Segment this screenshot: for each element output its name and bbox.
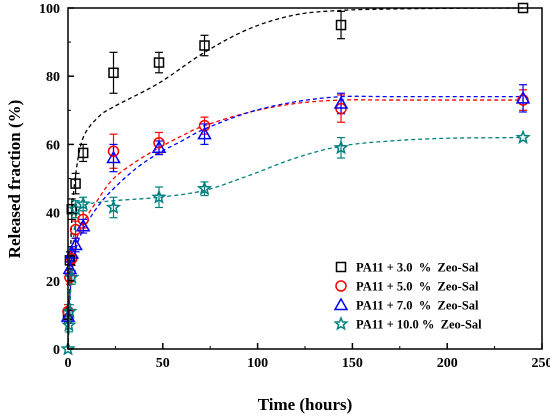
data-point-star — [61, 317, 77, 332]
data-point-triangle — [333, 95, 349, 109]
data-point-star — [60, 340, 76, 356]
data-point-triangle — [197, 126, 212, 140]
fit-curve-1 — [67, 99, 524, 315]
x-tick-label: 150 — [342, 356, 363, 371]
fit-curve-2 — [67, 95, 524, 319]
legend-marker-triangle — [333, 297, 349, 311]
data-point-circle — [107, 145, 120, 157]
data-point-triangle — [151, 140, 167, 154]
data-point-triangle — [515, 90, 531, 104]
x-axis-title: Time (hours) — [258, 395, 353, 414]
data-point-star — [75, 196, 91, 211]
data-point-star — [515, 129, 531, 145]
data-point-square — [199, 40, 210, 51]
data-point-circle — [69, 223, 82, 236]
data-point-circle — [77, 213, 89, 226]
legend-label: PA11 + 3.0 % Zeo-Sal — [356, 261, 479, 275]
fit-curve-0 — [67, 7, 524, 350]
data-point-triangle — [62, 261, 78, 275]
data-point-star — [62, 303, 78, 319]
y-tick-label: 100 — [39, 2, 60, 17]
data-point-square — [153, 57, 165, 68]
legend-label: PA11 + 10.0 % Zeo-Sal — [356, 318, 482, 332]
data-point-triangle — [68, 237, 83, 251]
y-tick-label: 40 — [46, 207, 60, 222]
data-point-circle — [198, 119, 211, 132]
data-point-star — [333, 139, 349, 155]
data-points — [60, 2, 531, 356]
y-axis-title: Released fraction (%) — [5, 100, 24, 259]
legend-marker-square — [335, 261, 347, 273]
ticks: 0 50 100 150 200 250 0 20 40 60 80 100 — [39, 2, 550, 371]
x-tick-label: 100 — [247, 356, 268, 371]
legend-label: PA11 + 7.0 % Zeo-Sal — [356, 299, 479, 313]
data-point-square — [64, 255, 76, 266]
data-point-star — [105, 199, 122, 215]
legend: PA11 + 3.0 % Zeo-Sal PA11 + 5.0 % Zeo-Sal… — [333, 261, 482, 332]
data-point-triangle — [64, 246, 80, 259]
data-point-triangle — [106, 150, 121, 164]
x-tick-label: 200 — [437, 356, 458, 371]
y-tick-label: 60 — [46, 138, 60, 153]
x-tick-label: 50 — [156, 356, 170, 371]
data-point-square — [335, 19, 347, 31]
data-point-circle — [153, 136, 165, 149]
data-point-square — [70, 178, 81, 189]
data-point-star — [151, 189, 167, 204]
y-tick-label: 80 — [46, 70, 60, 85]
data-point-triangle — [75, 218, 91, 232]
y-tick-label: 20 — [46, 275, 60, 290]
data-point-square — [77, 147, 89, 159]
y-tick-label: 0 — [53, 343, 60, 358]
data-point-star — [196, 180, 213, 196]
x-tick-label: 250 — [532, 356, 550, 371]
legend-marker-star — [333, 315, 349, 331]
data-point-square — [108, 67, 119, 79]
legend-marker-circle — [335, 280, 347, 292]
fit-curves — [67, 7, 524, 350]
legend-label: PA11 + 5.0 % Zeo-Sal — [356, 280, 479, 294]
x-tick-label: 0 — [65, 356, 72, 371]
